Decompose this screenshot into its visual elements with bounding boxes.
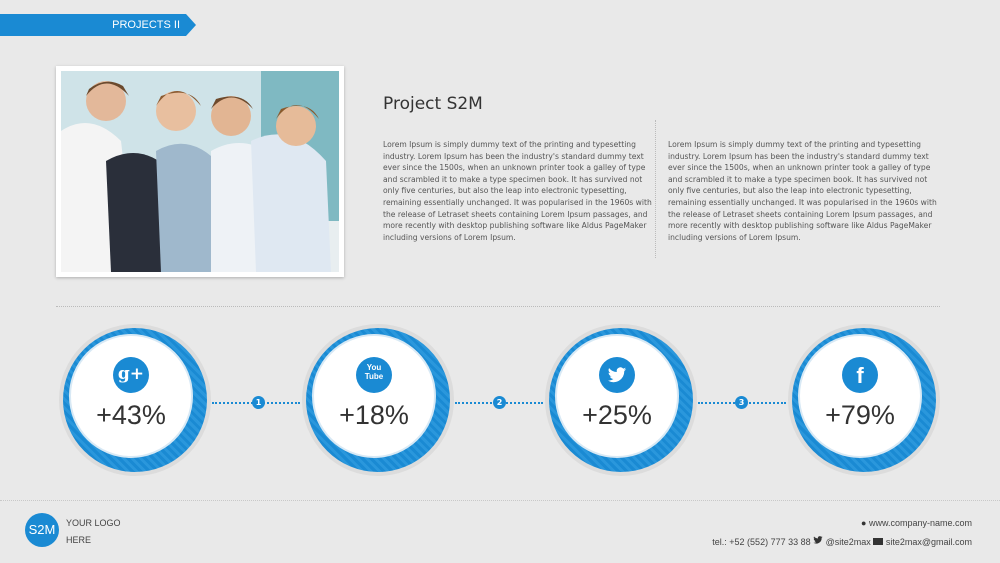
email-link[interactable]: site2max@gmail.com xyxy=(885,537,972,547)
stat-value: +43% xyxy=(96,400,166,430)
website-link[interactable]: www.company-name.com xyxy=(868,518,972,528)
step-badge: 1 xyxy=(252,396,265,409)
stat-youtube: You Tube +18% xyxy=(302,324,454,476)
twitter-icon xyxy=(813,536,823,547)
section-divider xyxy=(56,306,940,307)
twitter-icon xyxy=(599,357,635,393)
phone-text: tel.: +52 (552) 777 33 88 xyxy=(712,537,811,547)
logo-text: HERE xyxy=(66,535,92,545)
column-divider xyxy=(655,120,656,258)
contact-row: tel.: +52 (552) 777 33 88 @site2max site… xyxy=(712,535,972,547)
step-badge: 3 xyxy=(735,396,748,409)
google-plus-icon: g+ xyxy=(113,357,149,393)
team-photo xyxy=(56,66,344,277)
section-banner: PROJECTS II xyxy=(0,14,196,36)
description-paragraph: Lorem Ipsum is simply dummy text of the … xyxy=(668,140,937,242)
logo: S2M xyxy=(25,513,59,547)
description-paragraph: Lorem Ipsum is simply dummy text of the … xyxy=(383,140,652,242)
stat-value: +25% xyxy=(582,400,652,430)
facebook-icon: f xyxy=(842,357,878,393)
project-title: Project S2M xyxy=(383,94,483,114)
step-badge: 2 xyxy=(493,396,506,409)
stat-google-plus: g+ +43% xyxy=(59,324,211,476)
stat-value: +18% xyxy=(339,400,409,430)
website-row: ● www.company-name.com xyxy=(861,518,972,528)
stat-value: +79% xyxy=(825,400,895,430)
stat-twitter: +25% xyxy=(545,324,697,476)
youtube-icon: You Tube xyxy=(356,357,392,393)
stat-facebook: f +79% xyxy=(788,324,940,476)
logo-text: YOUR LOGO xyxy=(66,518,121,528)
envelope-icon xyxy=(873,538,884,545)
footer-divider xyxy=(0,500,1000,501)
location-pin-icon: ● xyxy=(861,518,867,528)
twitter-handle[interactable]: @site2max xyxy=(825,537,871,547)
